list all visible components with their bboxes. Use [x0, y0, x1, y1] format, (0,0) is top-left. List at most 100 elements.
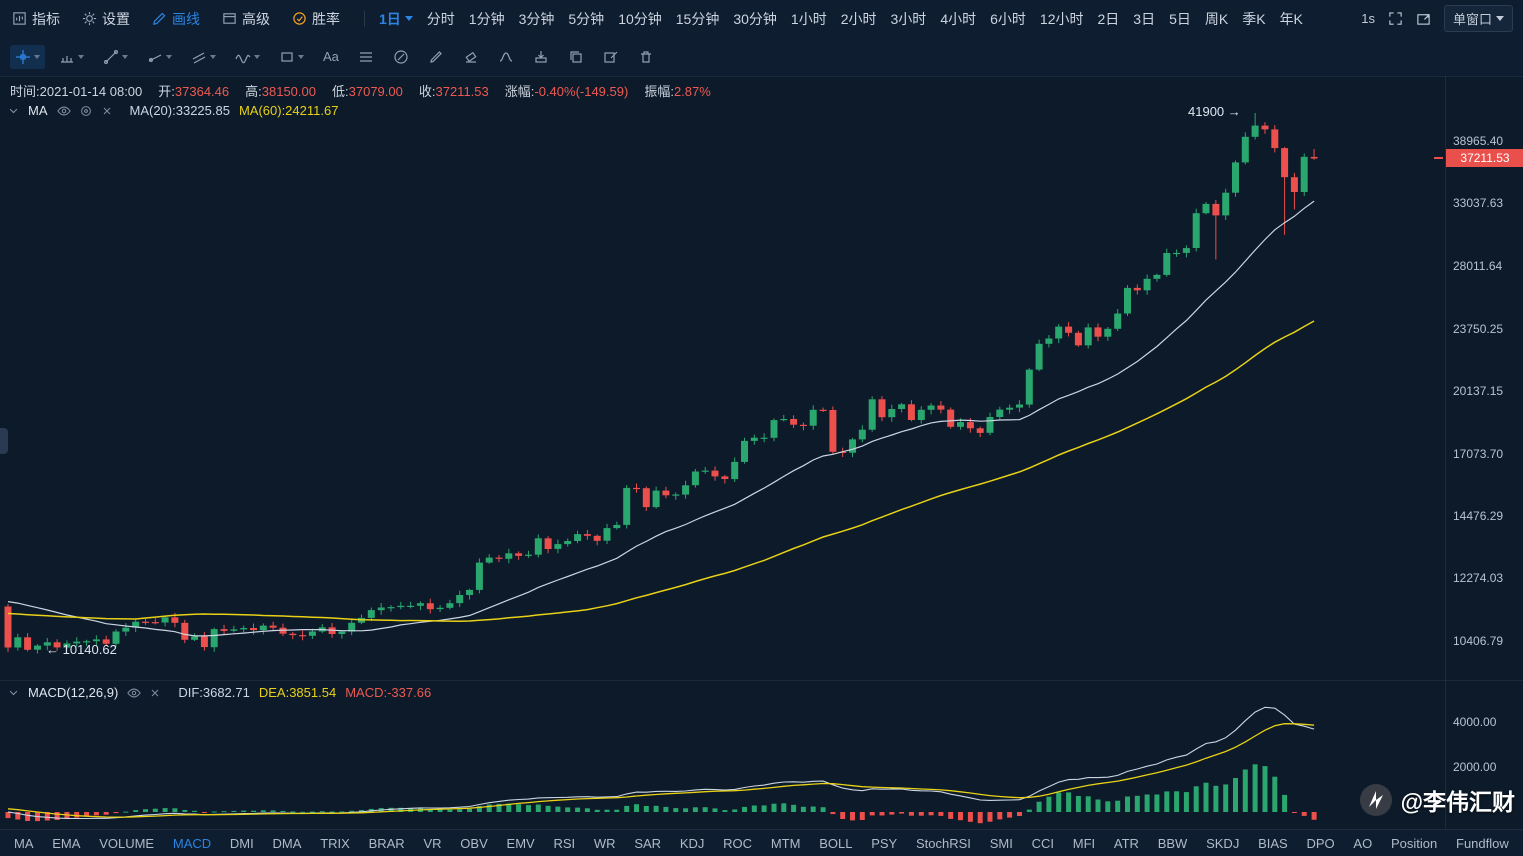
tab-mfi[interactable]: MFI — [1072, 835, 1096, 851]
tab-dpo[interactable]: DPO — [1306, 835, 1335, 851]
menu-winrate[interactable]: 胜率 — [292, 9, 340, 29]
tab-volume[interactable]: VOLUME — [99, 835, 155, 851]
copy-tool[interactable] — [563, 45, 589, 69]
panel-divider — [0, 680, 1523, 681]
crosshair-tool[interactable] — [10, 44, 45, 69]
percent-tool[interactable] — [388, 45, 414, 69]
tab-stochrsi[interactable]: StochRSI — [916, 835, 971, 851]
tab-dmi[interactable]: DMI — [229, 835, 254, 851]
tab-psy[interactable]: PSY — [871, 835, 898, 851]
delete-tool[interactable] — [633, 45, 659, 69]
copy-icon — [570, 50, 582, 63]
timeframe-3日[interactable]: 3日 — [1133, 10, 1156, 27]
tab-rsi[interactable]: RSI — [553, 835, 576, 851]
dif-value: DIF:3682.71 — [178, 685, 250, 700]
tab-kdj[interactable]: KDJ — [679, 835, 705, 851]
wave-tool[interactable] — [230, 45, 265, 69]
timeframe-5分钟[interactable]: 5分钟 — [568, 10, 605, 27]
timeframe-10分钟[interactable]: 10分钟 — [618, 10, 662, 27]
tab-obv[interactable]: OBV — [460, 835, 488, 851]
popout-icon[interactable] — [1416, 11, 1431, 26]
tab-ma[interactable]: MA — [14, 835, 34, 851]
timeframe-1小时[interactable]: 1小时 — [790, 10, 827, 27]
tab-cci[interactable]: CCI — [1031, 835, 1054, 851]
close-icon[interactable] — [101, 105, 113, 117]
menu-drawline[interactable]: 画线 — [152, 9, 200, 29]
tab-ao[interactable]: AO — [1353, 835, 1373, 851]
curve-tool[interactable] — [493, 45, 519, 69]
tab-roc[interactable]: ROC — [723, 835, 753, 851]
menu-settings[interactable]: 设置 — [82, 9, 130, 29]
tab-position[interactable]: Position — [1390, 835, 1438, 851]
tab-dma[interactable]: DMA — [272, 835, 302, 851]
tab-fundflow[interactable]: Fundflow — [1456, 835, 1509, 851]
tab-smi[interactable]: SMI — [989, 835, 1013, 851]
timeframe-15分钟[interactable]: 15分钟 — [675, 10, 720, 27]
collapse-chevron-icon[interactable] — [8, 687, 19, 698]
collapse-chevron-icon[interactable] — [8, 105, 19, 116]
crosshair-icon — [16, 49, 30, 64]
fib-tool[interactable] — [353, 45, 379, 69]
timeframe-季K[interactable]: 季K — [1242, 10, 1266, 27]
info-field: 低:37079.00 — [332, 84, 403, 99]
tab-mtm[interactable]: MTM — [770, 835, 801, 851]
timeframe-selected[interactable]: 1日 — [379, 9, 413, 29]
tab-bias[interactable]: BIAS — [1258, 835, 1288, 851]
eye-icon[interactable] — [127, 686, 142, 700]
tab-brar[interactable]: BRAR — [368, 835, 405, 851]
price-axis[interactable]: 37211.53 38965.40 33037.63 28011.64 23750.2… — [1445, 76, 1523, 829]
timeframe-6小时[interactable]: 6小时 — [990, 10, 1026, 27]
measure-tool[interactable] — [54, 45, 89, 69]
brush-tool[interactable] — [423, 45, 449, 69]
chart-area[interactable]: 时间:2021-01-14 08:00 开:37364.46 高:38150.00 低… — [0, 76, 1523, 829]
timeframe-分时[interactable]: 分时 — [426, 10, 455, 27]
timeframe-4小时[interactable]: 4小时 — [940, 10, 977, 27]
target-icon[interactable] — [79, 104, 93, 118]
edit-list-tool[interactable] — [598, 45, 624, 69]
timeframe-周K[interactable]: 周K — [1204, 10, 1229, 27]
eye-icon[interactable] — [56, 104, 71, 118]
info-field: 开:37364.46 — [158, 84, 230, 99]
tab-wr[interactable]: WR — [593, 835, 616, 851]
window-mode-button[interactable]: 单窗口 — [1443, 5, 1513, 32]
timeframe-3分钟[interactable]: 3分钟 — [518, 10, 555, 27]
text-tool[interactable]: Aa — [318, 45, 344, 68]
timeframe-2日[interactable]: 2日 — [1097, 10, 1120, 27]
timeframe-5日[interactable]: 5日 — [1169, 10, 1191, 27]
tab-skdj[interactable]: SKDJ — [1206, 835, 1240, 851]
tab-emv[interactable]: EMV — [506, 835, 535, 851]
timeframe-年K[interactable]: 年K — [1279, 10, 1303, 27]
export-tool[interactable] — [528, 45, 554, 69]
panel-collapse-handle[interactable] — [0, 428, 8, 454]
close-icon[interactable] — [149, 687, 161, 699]
watermark: @李伟汇财 — [1359, 783, 1515, 817]
timeframe-2小时[interactable]: 2小时 — [840, 10, 877, 27]
tab-sar[interactable]: SAR — [634, 835, 662, 851]
timeframe-30分钟[interactable]: 30分钟 — [733, 10, 777, 27]
indicator-tab-bar: MA EMA VOLUME MACD DMI DMA TRIX BRAR VR OBV EMV RSI… — [0, 829, 1523, 856]
chevron-down-icon — [404, 16, 413, 21]
timeframe-12小时[interactable]: 12小时 — [1039, 10, 1084, 27]
macd-chart[interactable] — [0, 705, 1445, 828]
price-axis-label: 23750.25 — [1453, 322, 1504, 336]
toolbar-divider — [364, 10, 365, 27]
timeframe-3小时[interactable]: 3小时 — [890, 10, 927, 27]
menu-advanced[interactable]: 高级 — [222, 9, 270, 29]
eraser-tool[interactable] — [458, 45, 484, 69]
tab-boll[interactable]: BOLL — [819, 835, 853, 851]
speed-label[interactable]: 1s — [1361, 11, 1375, 26]
tab-ema[interactable]: EMA — [52, 835, 81, 851]
fullscreen-icon[interactable] — [1388, 11, 1403, 26]
tab-atr[interactable]: ATR — [1113, 835, 1139, 851]
candlestick-chart[interactable] — [0, 76, 1445, 680]
tab-macd[interactable]: MACD — [172, 835, 212, 851]
shape-tool[interactable] — [274, 45, 309, 69]
trendline-tool[interactable] — [98, 45, 133, 69]
channel-tool[interactable] — [186, 45, 221, 69]
rayline-tool[interactable] — [142, 45, 177, 69]
tab-bbw[interactable]: BBW — [1157, 835, 1188, 851]
tab-trix[interactable]: TRIX — [320, 835, 350, 851]
timeframe-1分钟[interactable]: 1分钟 — [468, 10, 505, 27]
menu-indicator[interactable]: 指标 — [12, 9, 60, 29]
tab-vr[interactable]: VR — [423, 835, 442, 851]
